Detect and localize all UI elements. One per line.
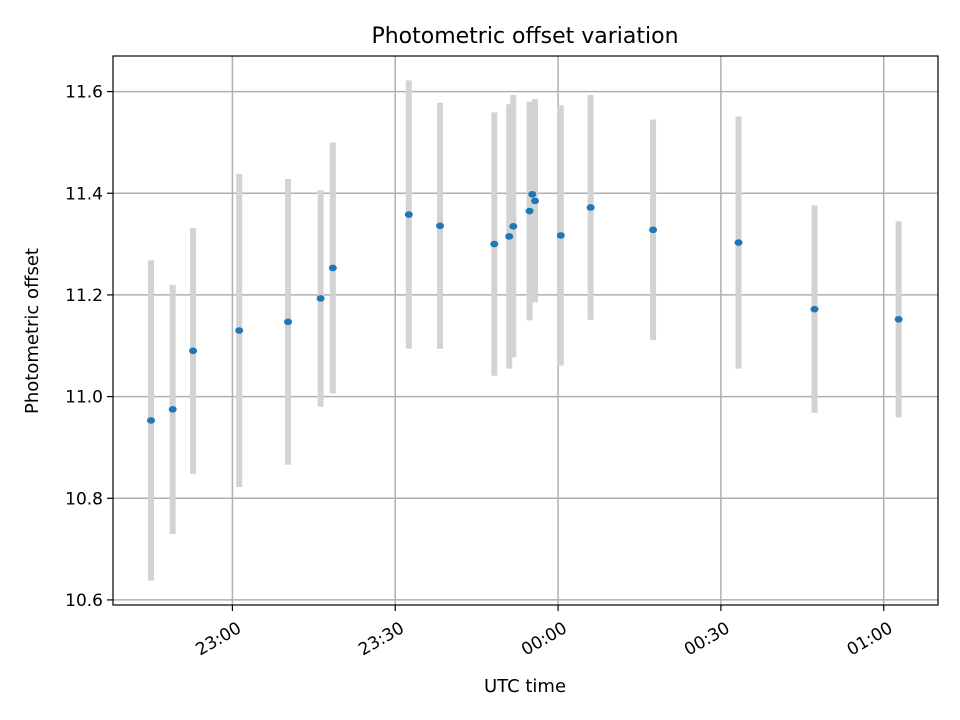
errorbars	[147, 80, 902, 581]
data-point	[734, 239, 743, 246]
x-tick-label: 01:00	[844, 618, 896, 660]
y-tick-label: 11.2	[65, 286, 103, 306]
data-point	[316, 295, 325, 302]
data-points	[146, 190, 903, 424]
x-tick-label: 23:30	[355, 618, 407, 660]
data-point	[528, 190, 537, 198]
data-point	[404, 211, 413, 218]
data-point	[168, 405, 177, 413]
x-tick-label: 23:00	[192, 618, 244, 660]
y-tick-label: 10.8	[65, 489, 103, 509]
axis-ticks: 23:00 23:30 00:00 00:30 01:00 10.6 10.8 11.0 11.…	[65, 83, 896, 661]
data-point	[284, 318, 293, 326]
data-point	[525, 207, 534, 215]
x-axis-label: UTC time	[484, 676, 566, 697]
data-point	[509, 222, 518, 230]
plot-frame	[112, 55, 939, 606]
data-point	[505, 233, 514, 240]
data-point	[328, 264, 337, 272]
x-tick-label: 00:00	[518, 618, 570, 660]
data-point	[189, 347, 198, 355]
data-point	[530, 197, 539, 205]
chart-title: Photometric offset variation	[371, 24, 678, 49]
data-point	[586, 204, 595, 211]
y-tick-label: 11.6	[65, 83, 103, 103]
data-point	[810, 305, 819, 313]
y-tick-label: 11.4	[65, 184, 103, 204]
x-tick-label: 00:30	[681, 618, 733, 660]
y-axis-label: Photometric offset	[22, 248, 43, 414]
data-point	[490, 240, 499, 248]
data-point	[894, 316, 903, 323]
data-point	[436, 222, 445, 230]
data-point	[649, 226, 658, 234]
y-tick-label: 11.0	[65, 388, 103, 408]
data-point	[146, 417, 155, 424]
data-point	[235, 327, 244, 334]
y-tick-label: 10.6	[65, 591, 103, 611]
data-point	[556, 232, 565, 239]
